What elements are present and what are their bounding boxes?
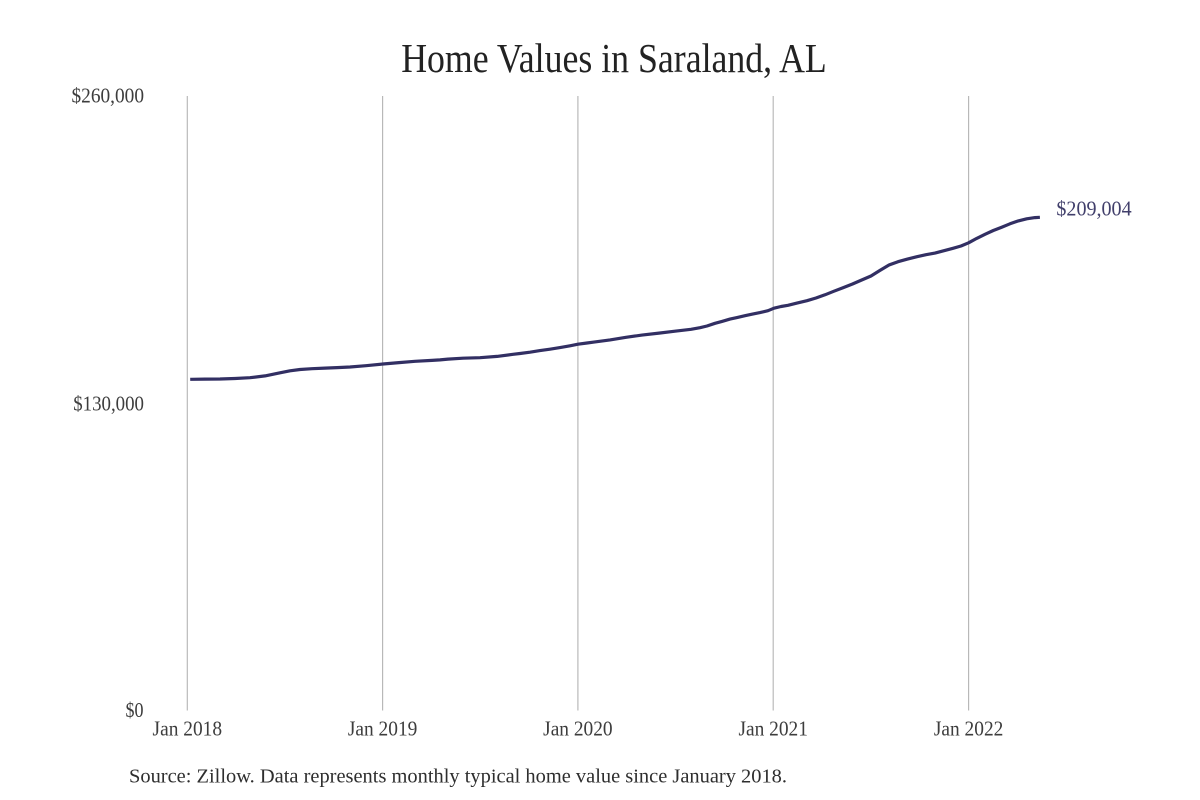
svg-text:Jan 2019: Jan 2019 bbox=[348, 717, 418, 741]
svg-text:$209,004: $209,004 bbox=[1056, 196, 1132, 220]
svg-text:Source: Zillow. Data represent: Source: Zillow. Data represents monthly … bbox=[129, 766, 787, 788]
svg-text:Jan 2022: Jan 2022 bbox=[934, 717, 1004, 741]
svg-text:$260,000: $260,000 bbox=[72, 83, 145, 107]
svg-text:$130,000: $130,000 bbox=[73, 392, 144, 416]
svg-text:Jan 2018: Jan 2018 bbox=[153, 717, 223, 741]
svg-text:Home Values in Saraland, AL: Home Values in Saraland, AL bbox=[401, 35, 827, 81]
svg-text:Jan 2020: Jan 2020 bbox=[543, 717, 613, 741]
svg-text:Jan 2021: Jan 2021 bbox=[738, 717, 808, 741]
svg-text:$0: $0 bbox=[126, 698, 144, 722]
